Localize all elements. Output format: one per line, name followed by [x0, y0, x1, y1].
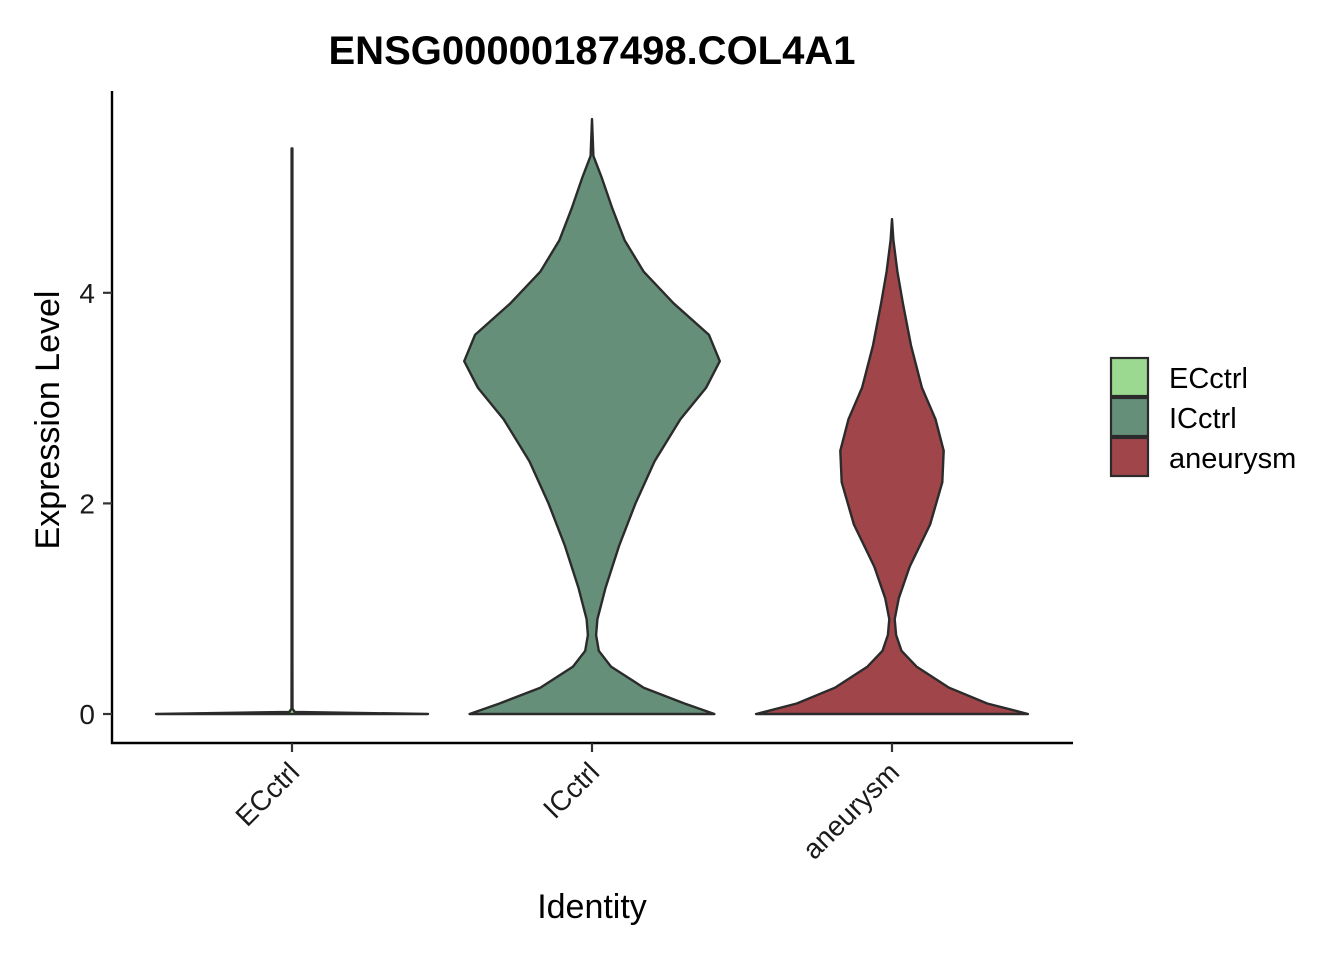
legend-label-ecctrl: ECctrl	[1169, 363, 1248, 395]
legend-key-ecctrl	[1109, 356, 1150, 398]
violin-icctrl	[463, 117, 721, 716]
violin-layer	[154, 117, 1030, 716]
y-tick-label: 0	[79, 699, 95, 730]
chart-title: ENSG00000187498.COL4A1	[329, 29, 856, 73]
x-tick-label-icctrl: ICctrl	[537, 756, 605, 824]
x-tick-label-aneurysm: aneurysm	[796, 756, 905, 865]
y-axis-ticks: 0 2 4	[79, 278, 112, 730]
legend-key-aneurysm	[1109, 436, 1150, 478]
violin-ecctrl	[154, 147, 430, 716]
y-tick-label: 2	[79, 488, 95, 519]
x-axis-title: Identity	[537, 888, 647, 926]
legend-label-icctrl: ICctrl	[1169, 403, 1237, 435]
y-axis-title: Expression Level	[29, 291, 67, 550]
violin-aneurysm	[754, 217, 1030, 716]
y-tick-label: 4	[79, 278, 95, 309]
x-tick-label-ecctrl: ECctrl	[229, 756, 305, 832]
legend-key-icctrl	[1109, 396, 1150, 438]
legend: ECctrl ICctrl aneurysm	[1109, 356, 1296, 478]
legend-label-aneurysm: aneurysm	[1169, 443, 1296, 475]
x-axis-ticks: ECctrl ICctrl aneurysm	[229, 743, 905, 865]
